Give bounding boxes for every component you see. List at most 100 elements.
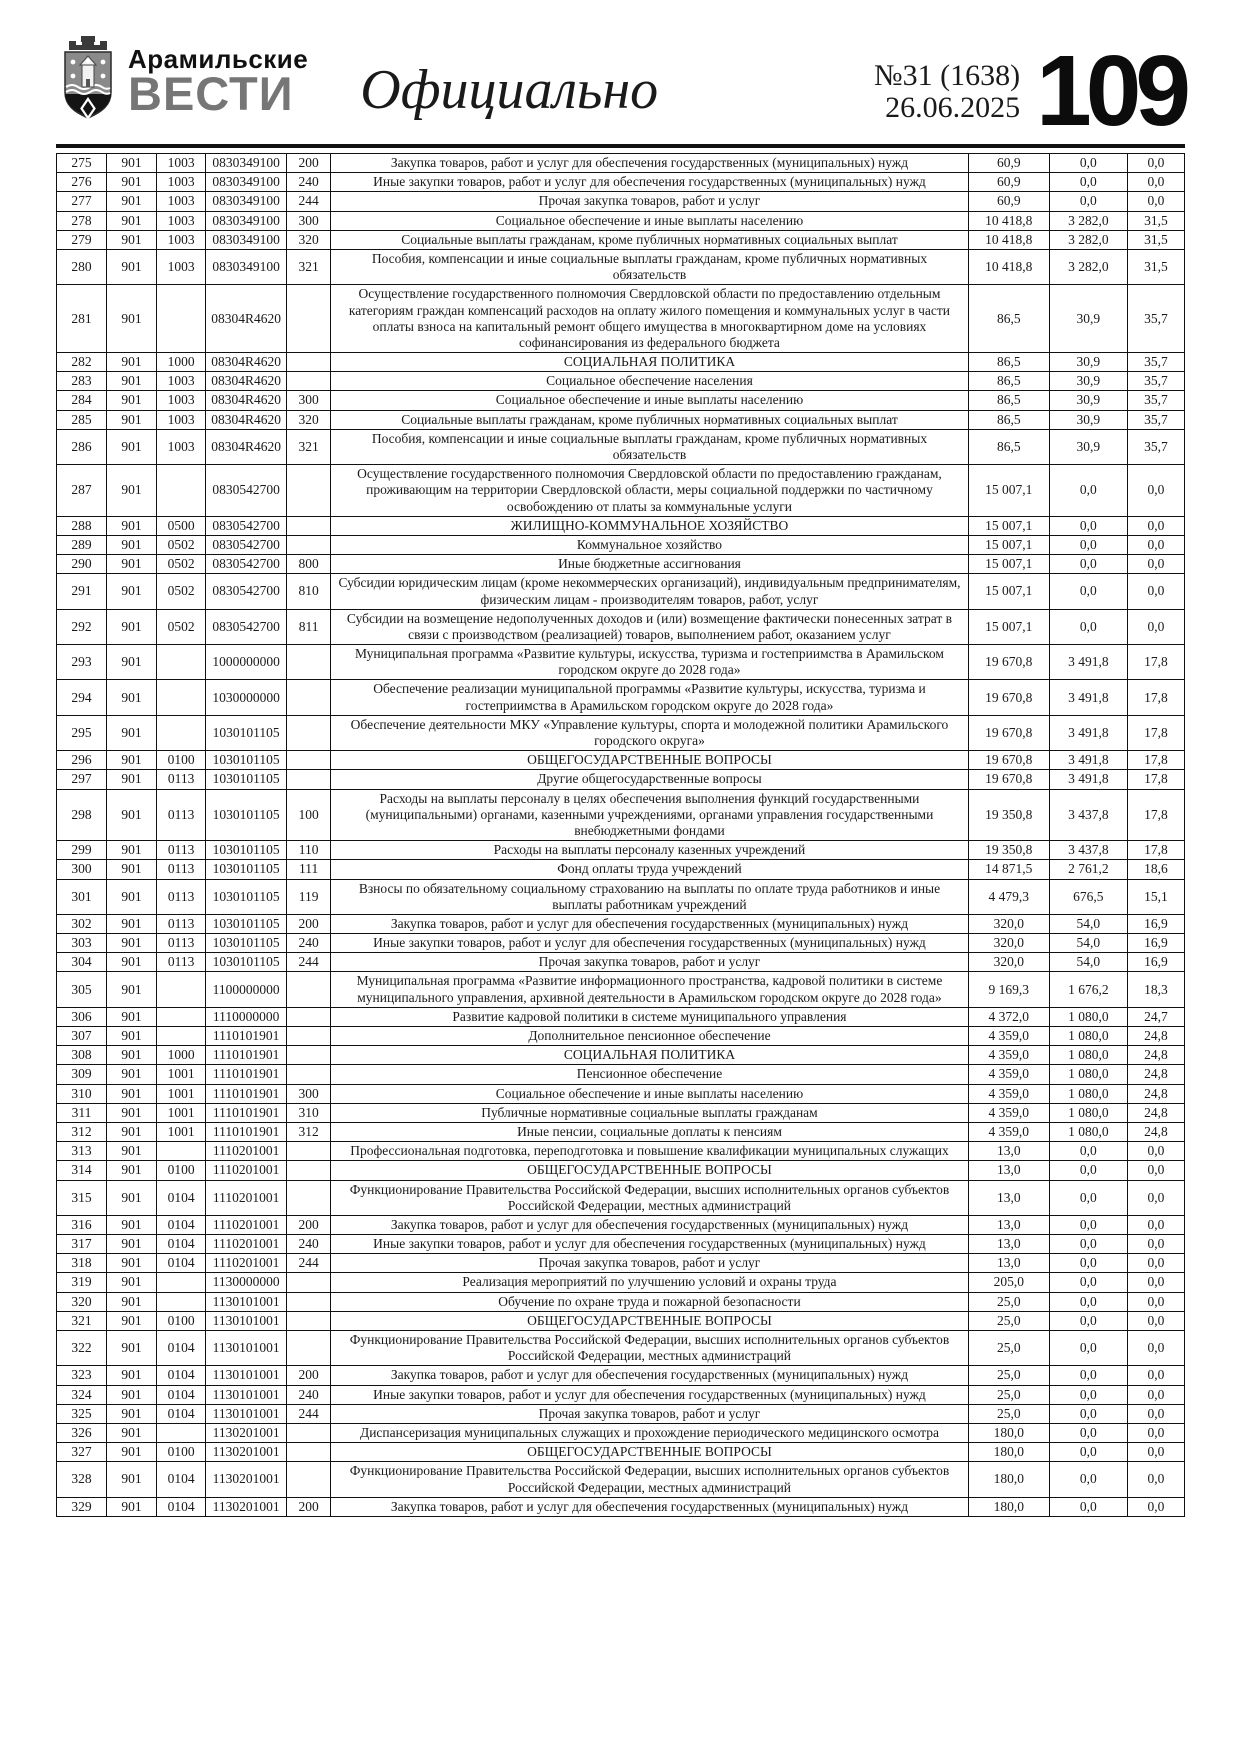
cell-amount-executed: 1 080,0: [1048, 1006, 1128, 1028]
cell-amount-executed: 0,0: [1048, 1310, 1128, 1332]
cell-row-number: 328: [55, 1461, 108, 1498]
cell-expense-type-code: 200: [286, 1365, 332, 1386]
cell-percent-executed: 0,0: [1126, 1310, 1186, 1332]
cell-expense-type-code: 321: [286, 248, 332, 286]
cell-grbs-code: 901: [106, 1384, 158, 1405]
cell-target-article-code: 1110201001: [205, 1179, 288, 1216]
cell-grbs-code: 901: [106, 1025, 158, 1047]
table-row: 283 901 1003 08304R4620 Социальное обесп…: [55, 371, 1186, 392]
cell-expense-name: Закупка товаров, работ и услуг для обесп…: [330, 1214, 969, 1236]
cell-grbs-code: 901: [106, 788, 158, 842]
cell-amount-executed: 30,9: [1048, 352, 1128, 373]
cell-grbs-code: 901: [106, 248, 158, 286]
cell-amount-executed: 3 282,0: [1048, 229, 1128, 250]
cell-amount-plan: 86,5: [967, 371, 1050, 392]
cell-expense-name: Обучение по охране труда и пожарной безо…: [330, 1291, 969, 1312]
cell-grbs-code: 901: [106, 515, 158, 536]
cell-expense-name: Иные бюджетные ассигнования: [330, 554, 969, 575]
cell-row-number: 311: [55, 1102, 108, 1123]
cell-amount-executed: 0,0: [1048, 534, 1128, 556]
cell-expense-name: Реализация мероприятий по улучшению усло…: [330, 1272, 969, 1293]
cell-amount-executed: 0,0: [1048, 515, 1128, 536]
cell-percent-executed: 15,1: [1126, 878, 1186, 915]
cell-amount-executed: 0,0: [1048, 1179, 1128, 1216]
issue-date: 26.06.2025: [885, 91, 1021, 125]
cell-amount-executed: 676,5: [1048, 878, 1128, 915]
table-row: 296 901 0100 1030101105 ОБЩЕГОСУДАРСТВЕН…: [55, 750, 1186, 771]
cell-amount-executed: 0,0: [1048, 1253, 1128, 1274]
cell-percent-executed: 24,8: [1126, 1064, 1186, 1085]
cell-grbs-code: 901: [106, 1461, 158, 1498]
cell-row-number: 284: [55, 390, 108, 411]
cell-expense-name: Муниципальная программа «Развитие информ…: [330, 971, 969, 1008]
cell-amount-plan: 60,9: [967, 191, 1050, 212]
cell-percent-executed: 0,0: [1126, 1365, 1186, 1386]
cell-expense-name: Взносы по обязательному социальному стра…: [330, 878, 969, 915]
cell-row-number: 317: [55, 1234, 108, 1255]
cell-expense-type-code: 312: [286, 1121, 332, 1143]
cell-expense-type-code: 244: [286, 1253, 332, 1274]
cell-section-code: 0100: [156, 1442, 207, 1463]
cell-row-number: 307: [55, 1025, 108, 1047]
cell-expense-type-code: [286, 1422, 332, 1444]
cell-row-number: 327: [55, 1442, 108, 1463]
table-row: 286 901 1003 08304R4620 321 Пособия, ком…: [55, 428, 1186, 466]
cell-amount-executed: 2 761,2: [1048, 859, 1128, 880]
cell-percent-executed: 17,8: [1126, 840, 1186, 861]
page-number: 109: [1036, 35, 1191, 147]
coat-of-arms-icon: [64, 36, 112, 120]
cell-expense-name: Функционирование Правительства Российско…: [330, 1461, 969, 1498]
cell-amount-plan: 14 871,5: [967, 859, 1050, 880]
cell-expense-name: СОЦИАЛЬНАЯ ПОЛИТИКА: [330, 1045, 969, 1066]
cell-amount-plan: 19 670,8: [967, 644, 1050, 681]
cell-expense-type-code: [286, 714, 332, 752]
cell-expense-type-code: [286, 1141, 332, 1162]
cell-amount-plan: 13,0: [967, 1214, 1050, 1236]
cell-expense-type-code: 321: [286, 428, 332, 466]
cell-target-article-code: 1030101105: [205, 878, 288, 915]
cell-grbs-code: 901: [106, 428, 158, 466]
cell-grbs-code: 901: [106, 409, 158, 430]
cell-amount-plan: 25,0: [967, 1365, 1050, 1386]
cell-section-code: [156, 1422, 207, 1444]
cell-expense-name: Расходы на выплаты персоналу в целях обе…: [330, 788, 969, 842]
table-row: 319 901 1130000000 Реализация мероприяти…: [55, 1272, 1186, 1293]
cell-percent-executed: 16,9: [1126, 913, 1186, 935]
cell-expense-name: Социальные выплаты гражданам, кроме публ…: [330, 229, 969, 250]
cell-expense-name: Закупка товаров, работ и услуг для обесп…: [330, 152, 969, 174]
table-row: 321 901 0100 1130101001 ОБЩЕГОСУДАРСТВЕН…: [55, 1310, 1186, 1332]
table-row: 303 901 0113 1030101105 240 Иные закупки…: [55, 933, 1186, 954]
cell-grbs-code: 901: [106, 913, 158, 935]
cell-section-code: [156, 1272, 207, 1293]
cell-percent-executed: 31,5: [1126, 248, 1186, 286]
cell-expense-name: Закупка товаров, работ и услуг для обесп…: [330, 1365, 969, 1386]
cell-grbs-code: 901: [106, 172, 158, 193]
cell-section-code: [156, 679, 207, 716]
cell-amount-executed: 1 080,0: [1048, 1083, 1128, 1104]
issue-info: №31 (1638) 26.06.2025: [874, 59, 1021, 125]
table-row: 297 901 0113 1030101105 Другие общегосуд…: [55, 769, 1186, 790]
cell-amount-executed: 0,0: [1048, 1422, 1128, 1444]
cell-grbs-code: 901: [106, 644, 158, 681]
cell-amount-plan: 180,0: [967, 1422, 1050, 1444]
table-row: 277 901 1003 0830349100 244 Прочая закуп…: [55, 191, 1186, 212]
cell-expense-name: Пособия, компенсации и иные социальные в…: [330, 248, 969, 286]
cell-target-article-code: 0830349100: [205, 152, 288, 174]
cell-amount-executed: 1 080,0: [1048, 1025, 1128, 1047]
cell-section-code: 1003: [156, 371, 207, 392]
cell-percent-executed: 0,0: [1126, 1461, 1186, 1498]
table-row: 317 901 0104 1110201001 240 Иные закупки…: [55, 1234, 1186, 1255]
cell-grbs-code: 901: [106, 152, 158, 174]
table-row: 282 901 1000 08304R4620 СОЦИАЛЬНАЯ ПОЛИТ…: [55, 352, 1186, 373]
cell-grbs-code: 901: [106, 750, 158, 771]
cell-section-code: 0104: [156, 1214, 207, 1236]
cell-expense-type-code: 240: [286, 1234, 332, 1255]
cell-expense-type-code: 100: [286, 788, 332, 842]
cell-expense-name: Иные пенсии, социальные доплаты к пенсия…: [330, 1121, 969, 1143]
cell-target-article-code: 1130201001: [205, 1422, 288, 1444]
cell-row-number: 303: [55, 933, 108, 954]
cell-percent-executed: 0,0: [1126, 1384, 1186, 1405]
cell-percent-executed: 0,0: [1126, 573, 1186, 610]
cell-row-number: 305: [55, 971, 108, 1008]
cell-target-article-code: 08304R4620: [205, 352, 288, 373]
